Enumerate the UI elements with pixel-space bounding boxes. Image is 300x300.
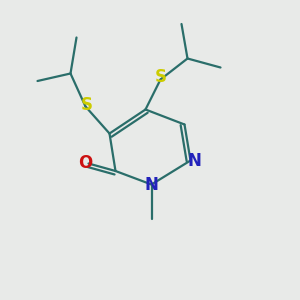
Text: S: S <box>155 68 167 86</box>
Text: O: O <box>78 154 92 172</box>
Text: S: S <box>81 96 93 114</box>
Text: N: N <box>145 176 158 194</box>
Text: N: N <box>187 152 201 169</box>
